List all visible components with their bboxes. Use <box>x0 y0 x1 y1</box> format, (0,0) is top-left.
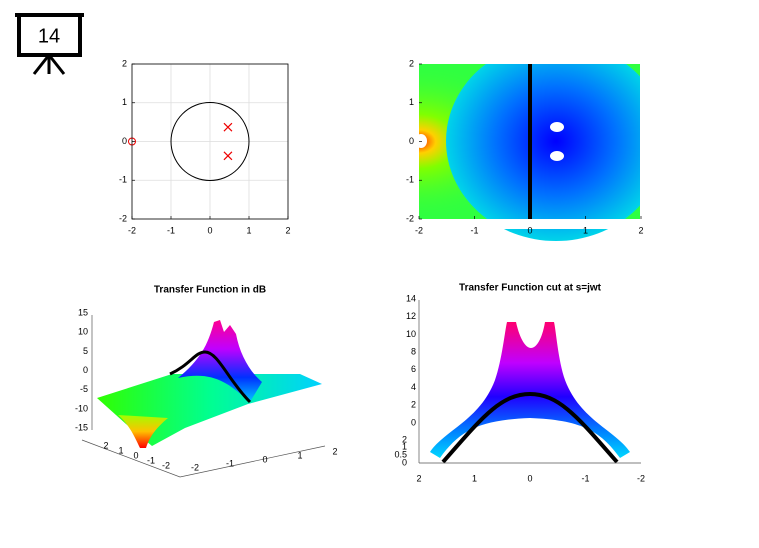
plot-frame <box>131 63 289 220</box>
surface-dip <box>118 415 168 448</box>
y-tick-label: 1 <box>122 97 127 107</box>
x-tick-label: 1 <box>246 225 251 235</box>
y-tick-label: -2 <box>119 213 127 223</box>
y-tick-label: -2 <box>162 460 170 470</box>
z-tick-label: 0 <box>83 365 88 375</box>
heatmap-plot: -2 -1 0 1 2 -2 -1 0 1 2 <box>400 40 670 241</box>
y-tick-label: 0 <box>122 136 127 146</box>
slide-icon: 14 <box>15 13 84 75</box>
x-tick-label: -2 <box>191 462 199 472</box>
z-tick-label: -5 <box>80 384 88 394</box>
y-tick-label: -1 <box>406 175 414 185</box>
y-tick-label: 0 <box>409 136 414 146</box>
y-tick-label: 0 <box>402 457 407 467</box>
x-tick-label: 1 <box>472 473 477 483</box>
pole-marker <box>223 151 233 161</box>
y-tick-label: 14 <box>406 293 416 303</box>
x-tick-label: -2 <box>128 225 136 235</box>
pole-blob <box>550 122 564 132</box>
x-tick-label: 1 <box>583 225 588 235</box>
x-tick-label: 2 <box>638 225 643 235</box>
z-tick-label: 15 <box>78 307 88 317</box>
x-tick-label: -2 <box>415 225 423 235</box>
y-tick-label: 4 <box>411 382 416 392</box>
cut-plot: Transfer Function cut at s=jwt1412108642… <box>394 283 645 484</box>
y-tick-label: -2 <box>406 213 414 223</box>
y-tick-label: 2 <box>103 440 108 450</box>
z-tick-label: 10 <box>78 327 88 337</box>
slide-number: 14 <box>38 25 60 47</box>
x-tick-label: 1 <box>297 450 302 460</box>
x-tick-label: -1 <box>470 225 478 235</box>
y-tick-label: -1 <box>119 175 127 185</box>
x-tick-label: 0 <box>527 225 532 235</box>
pole-marker <box>223 122 233 132</box>
x-tick-label: 0 <box>527 473 532 483</box>
z-tick-label: -15 <box>75 423 88 433</box>
x-tick-label: 0 <box>207 225 212 235</box>
heatmap-right <box>446 41 666 241</box>
cut-surface <box>430 322 630 458</box>
y-tick-label: 8 <box>411 346 416 356</box>
y-tick-label: 2 <box>402 434 407 444</box>
y-tick-label: 6 <box>411 364 416 374</box>
x-tick-label: 2 <box>285 225 290 235</box>
y-tick-label: 0.5 <box>394 449 407 459</box>
x-tick-label: -1 <box>226 458 234 468</box>
plot-title: Transfer Function cut at s=jwt <box>459 283 602 294</box>
y-tick-label: 0 <box>133 450 138 460</box>
y-tick-label: 10 <box>406 329 416 339</box>
x-tick-label: -2 <box>637 473 645 483</box>
cut-curve <box>441 391 619 464</box>
y-tick-label: -1 <box>147 455 155 465</box>
cut-curve <box>169 350 252 404</box>
pole-blob <box>550 151 564 161</box>
y-tick-label: 12 <box>406 311 416 321</box>
zero-blob <box>415 134 427 148</box>
z-tick-label: 5 <box>83 346 88 356</box>
x-tick-label: -1 <box>167 225 175 235</box>
surface-plane <box>97 374 322 446</box>
x-tick-label: -1 <box>581 473 589 483</box>
x-tick-label: 2 <box>332 446 337 456</box>
pole-zero-plot: -2 -1 0 1 2 -2 -1 0 1 2 <box>119 58 291 235</box>
z-tick-label: -10 <box>75 403 88 413</box>
y-tick-label: 0 <box>411 417 416 427</box>
plot-title: Transfer Function in dB <box>154 285 266 296</box>
unit-circle <box>170 102 250 181</box>
y-tick-label: 2 <box>409 58 414 68</box>
y-tick-label: 2 <box>411 400 416 410</box>
x-tick-label: 0 <box>262 454 267 464</box>
y-tick-label: 2 <box>122 58 127 68</box>
y-tick-label: 1 <box>118 445 123 455</box>
y-tick-label: 1 <box>409 97 414 107</box>
x-tick-label: 2 <box>416 473 421 483</box>
y-tick-label: 1 <box>402 441 407 451</box>
